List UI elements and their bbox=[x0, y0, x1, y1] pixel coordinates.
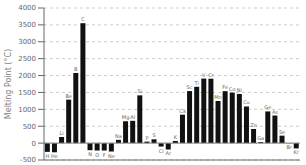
svg-text:Cr: Cr bbox=[208, 72, 214, 78]
svg-text:Cu: Cu bbox=[243, 99, 250, 105]
svg-text:Ar: Ar bbox=[166, 150, 172, 156]
svg-text:0: 0 bbox=[32, 140, 36, 148]
svg-text:Se: Se bbox=[279, 129, 285, 135]
svg-text:-500: -500 bbox=[20, 156, 36, 164]
svg-text:He: He bbox=[51, 153, 58, 159]
svg-text:Ti: Ti bbox=[194, 80, 199, 86]
svg-text:Mg: Mg bbox=[122, 114, 130, 121]
svg-text:500: 500 bbox=[23, 123, 36, 131]
svg-text:C: C bbox=[81, 16, 85, 22]
svg-text:Fe: Fe bbox=[222, 84, 228, 90]
svg-text:F: F bbox=[103, 152, 106, 158]
svg-text:4000: 4000 bbox=[18, 4, 36, 12]
svg-text:Co: Co bbox=[229, 86, 236, 92]
svg-text:1500: 1500 bbox=[18, 89, 36, 97]
svg-text:K: K bbox=[174, 134, 178, 140]
svg-text:Si: Si bbox=[138, 88, 143, 94]
svg-text:N: N bbox=[88, 151, 92, 157]
svg-text:H: H bbox=[45, 153, 49, 159]
svg-text:Ne: Ne bbox=[108, 153, 115, 159]
svg-text:Al: Al bbox=[130, 114, 135, 120]
svg-text:Melting Point (°C): Melting Point (°C) bbox=[8, 49, 13, 119]
svg-text:3000: 3000 bbox=[18, 38, 36, 46]
svg-text:P: P bbox=[145, 135, 148, 141]
svg-text:Ca: Ca bbox=[179, 108, 186, 114]
svg-text:2000: 2000 bbox=[18, 72, 36, 80]
svg-text:Ni: Ni bbox=[237, 87, 242, 93]
svg-text:Cl: Cl bbox=[159, 148, 164, 154]
svg-text:3500: 3500 bbox=[18, 21, 36, 29]
svg-text:Kr: Kr bbox=[294, 149, 298, 155]
svg-text:V: V bbox=[202, 72, 206, 78]
svg-text:S: S bbox=[152, 132, 155, 138]
svg-text:O: O bbox=[95, 152, 99, 158]
svg-text:Be: Be bbox=[65, 93, 72, 99]
svg-text:As: As bbox=[272, 109, 278, 115]
svg-text:Sc: Sc bbox=[187, 84, 193, 90]
svg-text:Br: Br bbox=[286, 144, 292, 150]
svg-text:Li: Li bbox=[59, 130, 63, 136]
svg-text:1000: 1000 bbox=[18, 106, 36, 114]
svg-text:B: B bbox=[74, 66, 78, 72]
svg-text:Mn: Mn bbox=[214, 94, 221, 100]
svg-text:Ga: Ga bbox=[257, 135, 264, 141]
svg-text:Na: Na bbox=[115, 133, 122, 139]
svg-text:Zn: Zn bbox=[250, 122, 257, 128]
svg-text:2500: 2500 bbox=[18, 55, 36, 63]
svg-text:Ge: Ge bbox=[264, 104, 271, 110]
